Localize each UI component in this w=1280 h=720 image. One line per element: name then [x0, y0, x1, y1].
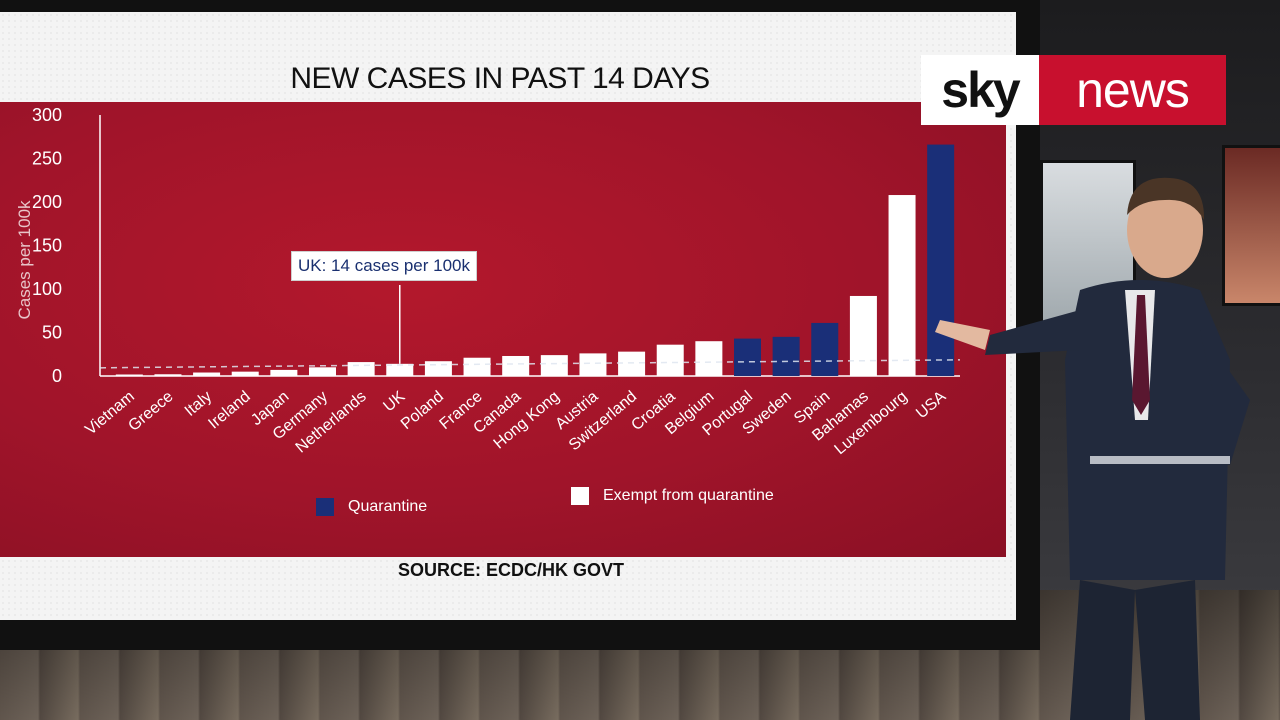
bar-canada — [502, 355, 530, 376]
bar-luxembourg — [888, 195, 916, 376]
x-tick-label: Ireland — [205, 388, 253, 432]
x-tick-label: Poland — [398, 388, 447, 433]
y-tick-label: 300 — [32, 105, 62, 125]
bar-bahamas — [849, 295, 877, 376]
bar-chart: 0 50 100 150 200 250 300 Cases per 100k VietnamG… — [15, 105, 961, 458]
bar-germany — [309, 367, 336, 376]
video-wall-screen: NEW CASES IN PAST 14 DAYS SOURCE: ECDC/H… — [0, 12, 1016, 620]
sky-news-logo: sky news — [921, 55, 1226, 125]
chart-source: SOURCE: ECDC/HK GOVT — [398, 560, 625, 580]
bar-spain — [811, 322, 839, 376]
legend-quarantine: Quarantine — [316, 498, 427, 516]
bar-hong-kong — [540, 355, 568, 376]
x-tick-label: UK — [380, 388, 408, 416]
bar-austria — [579, 353, 607, 376]
side-monitor-right — [1222, 145, 1280, 306]
bar-vietnam — [115, 374, 143, 376]
legend-label-quarantine: Quarantine — [348, 498, 428, 515]
x-tick-label: Vietnam — [82, 388, 138, 439]
legend-swatch-quarantine — [316, 498, 334, 516]
bar-usa — [927, 144, 955, 376]
bar-poland — [424, 361, 452, 376]
bar-portugal — [734, 338, 761, 376]
bar-france — [463, 357, 491, 376]
y-tick-label: 200 — [32, 192, 62, 212]
bar-croatia — [656, 344, 684, 376]
y-tick-label: 0 — [52, 366, 62, 386]
bar-netherlands — [347, 362, 375, 376]
legend-exempt: Exempt from quarantine — [571, 487, 774, 505]
bar-italy — [193, 372, 221, 376]
bar-greece — [154, 374, 182, 376]
bar-belgium — [695, 341, 723, 376]
logo-news-text: news — [1039, 55, 1226, 125]
bar-sweden — [772, 336, 800, 376]
bar-ireland — [231, 371, 259, 376]
y-axis-label: Cases per 100k — [15, 200, 34, 320]
legend-swatch-exempt — [571, 487, 589, 505]
logo-sky-text: sky — [921, 55, 1039, 125]
chart-title: NEW CASES IN PAST 14 DAYS — [290, 62, 710, 95]
legend-label-exempt: Exempt from quarantine — [603, 487, 774, 504]
chart-panel — [0, 102, 1006, 557]
bar-japan — [270, 369, 298, 376]
y-tick-label: 150 — [32, 236, 62, 256]
presenter-figure — [935, 177, 1250, 720]
bar-uk — [386, 363, 414, 376]
y-tick-label: 250 — [32, 149, 62, 169]
video-wall-frame: NEW CASES IN PAST 14 DAYS SOURCE: ECDC/H… — [0, 0, 1040, 650]
y-tick-label: 50 — [42, 323, 62, 343]
y-tick-label: 100 — [32, 279, 62, 299]
x-tick-label: Greece — [125, 388, 176, 435]
uk-reference-line — [99, 359, 961, 369]
bar-switzerland — [618, 351, 646, 376]
uk-callout: UK: 14 cases per 100k — [291, 251, 477, 281]
